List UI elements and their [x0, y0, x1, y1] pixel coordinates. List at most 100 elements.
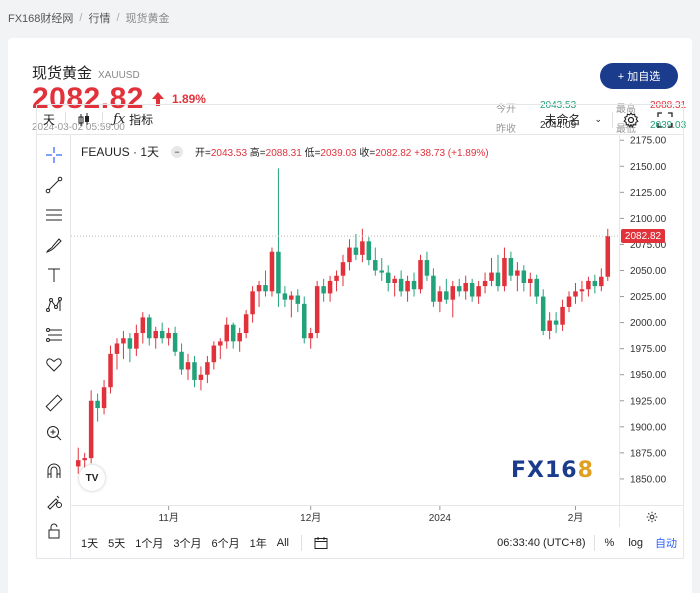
axis-settings-icon[interactable] [619, 505, 683, 527]
candle-body [450, 286, 456, 300]
collapse-legend-icon[interactable]: − [171, 145, 184, 158]
heart-icon[interactable] [44, 355, 64, 375]
candle-body [82, 458, 87, 461]
gear-icon[interactable] [623, 111, 639, 128]
candle-body [88, 400, 94, 459]
high-value: 2088.31 [650, 100, 687, 111]
price-axis[interactable]: 2175.00 2150.00 2125.00 2100.00 2075.00 2050.… [619, 135, 683, 505]
y-tick-label: 1900.00 [630, 422, 667, 433]
layout-name: 未命名 [544, 113, 581, 127]
candle-body [282, 293, 288, 300]
text-tool-icon[interactable] [44, 265, 64, 285]
candle-body [321, 286, 326, 294]
range-1y[interactable]: 1年 [249, 538, 267, 550]
candle-body [269, 251, 275, 292]
indicators-label: 指标 [129, 113, 154, 127]
brush-icon[interactable] [44, 235, 64, 255]
legend-high: 2088.31 [265, 148, 302, 159]
range-all[interactable]: All [276, 537, 289, 549]
candle-body [166, 333, 171, 339]
pattern-icon[interactable] [44, 295, 64, 315]
candle-body [515, 270, 520, 276]
candle-body [250, 291, 255, 315]
trendline-icon[interactable] [44, 175, 64, 195]
candle-body [431, 275, 436, 302]
breadcrumb-home[interactable]: FX168财经网 [8, 13, 74, 25]
clock-time[interactable]: 06:33:40 (UTC+8) [497, 537, 586, 549]
range-1m[interactable]: 1个月 [135, 538, 164, 550]
ruler-icon[interactable] [44, 393, 64, 413]
y-tick-label: 1850.00 [630, 474, 667, 485]
candle-body [385, 272, 391, 283]
lock-icon[interactable] [44, 521, 64, 541]
log-scale-toggle[interactable]: log [628, 537, 643, 549]
candle-body [224, 324, 230, 342]
candle-body [95, 400, 100, 409]
calendar-icon[interactable] [314, 536, 328, 550]
interval-select[interactable]: 天 [43, 113, 56, 127]
drawing-toolbar [37, 135, 71, 559]
legend-close-label: 收 [359, 148, 370, 159]
candle-body [392, 278, 397, 283]
price-plot[interactable]: FEAUUS · 1天 − 开=2043.53 高=2088.31 低=2039… [71, 135, 619, 505]
candle-body [276, 251, 281, 294]
candle-body [579, 289, 585, 292]
candle-body [172, 333, 178, 352]
legend-ohlc: 开=2043.53 高=2088.31 低=2039.03 收=2082.82 … [195, 148, 489, 159]
time-axis-labels: 11月12月20242月3月 [158, 506, 700, 524]
x-tick-label: 2月 [568, 512, 584, 524]
toolbar-divider [612, 111, 613, 128]
layout-name-select[interactable]: 未命名 ⌄ [544, 111, 602, 128]
range-3m[interactable]: 3个月 [173, 538, 202, 550]
percent-scale-toggle[interactable]: % [604, 537, 615, 549]
candle-body [424, 260, 430, 276]
breadcrumb-quotes[interactable]: 行情 [88, 13, 111, 25]
crosshair-icon[interactable] [44, 145, 64, 165]
fullscreen-icon[interactable] [657, 111, 673, 128]
legend-high-label: 高 [249, 148, 260, 159]
range-1d[interactable]: 1天 [81, 538, 99, 550]
candle-body [185, 362, 191, 370]
tradingview-logo-icon[interactable]: TV [79, 465, 105, 491]
candle-body [444, 291, 449, 300]
indicators-button[interactable]: ƒx 指标 [113, 111, 153, 128]
time-axis[interactable]: 11月12月20242月3月 [71, 505, 700, 527]
candle-body [573, 291, 578, 297]
candle-body [205, 362, 210, 375]
y-tick-label: 2000.00 [630, 318, 667, 329]
legend-close: 2082.82 [375, 148, 412, 159]
candle-body [153, 330, 158, 339]
price-axis-labels: 2175.00 2150.00 2125.00 2100.00 2075.00 2050.… [620, 136, 667, 485]
prevclose-value: 2044.09 [540, 120, 577, 131]
magnet-icon[interactable] [44, 461, 64, 481]
price-row: 2082.82 1.89% [32, 82, 206, 116]
toolbar-divider [65, 111, 67, 128]
range-6m[interactable]: 6个月 [211, 538, 240, 550]
y-tick-label: 2175.00 [630, 136, 667, 147]
legend-low: 2039.03 [320, 148, 357, 159]
lock-drawings-icon[interactable] [44, 491, 64, 511]
fib-levels-icon[interactable] [44, 325, 64, 345]
candle-body [534, 278, 539, 297]
add-watchlist-button[interactable]: + 加自选 [600, 63, 678, 89]
horizontal-lines-icon[interactable] [44, 205, 64, 225]
candle-body [599, 276, 604, 287]
auto-scale-toggle[interactable]: 自动 [655, 538, 677, 550]
candle-body [540, 296, 546, 331]
zoom-in-icon[interactable] [44, 423, 64, 443]
candle-body [127, 338, 133, 349]
candle-body [263, 285, 268, 292]
candle-body [547, 320, 552, 331]
range-bar: 1天 5天 1个月 3个月 6个月 1年 All 06:33:40 (UTC+8… [71, 527, 683, 559]
candle-body [140, 317, 146, 334]
candle-body [476, 286, 481, 297]
candle-body [566, 296, 572, 307]
change-percent: 1.89% [171, 92, 206, 106]
candle-style-icon[interactable] [76, 112, 92, 128]
prevclose-label: 昨收 [496, 124, 516, 135]
candle-body [405, 280, 410, 292]
candle-body [463, 283, 468, 292]
open-label: 今开 [496, 104, 516, 115]
toolbar-divider [102, 111, 104, 128]
range-5d[interactable]: 5天 [108, 538, 126, 550]
